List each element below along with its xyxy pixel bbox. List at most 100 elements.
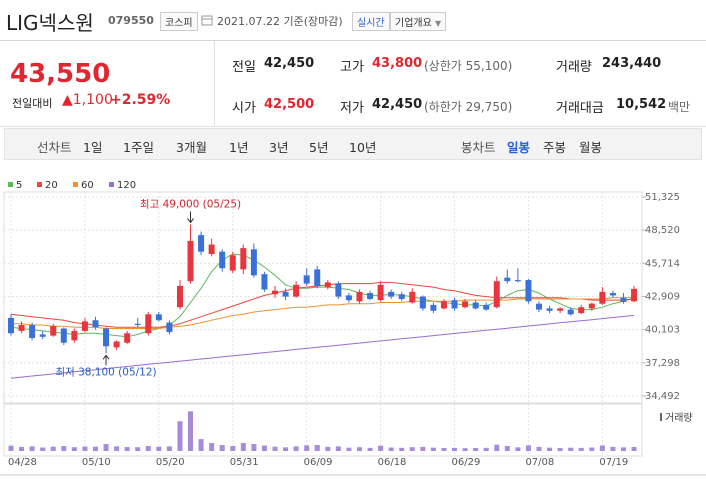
period-tab[interactable]: 10년	[349, 140, 377, 155]
stock-name: LIG넥스원	[6, 11, 94, 35]
field-label: 거래대금	[556, 101, 604, 116]
volume-bar	[92, 446, 98, 451]
volume-bar	[124, 447, 130, 451]
volume-bar	[188, 411, 194, 451]
volume-bar	[135, 447, 141, 451]
field-note: (상한가 55,100)	[424, 59, 513, 73]
field-label: 시가	[232, 101, 256, 116]
period-tab[interactable]: 3개월	[176, 140, 207, 155]
legend-label: 120	[117, 180, 136, 191]
period-tab[interactable]: 1년	[229, 140, 249, 155]
candle-body	[609, 293, 616, 296]
volume-bar	[578, 447, 584, 451]
volume-bar	[462, 448, 468, 451]
candle-body	[39, 334, 46, 337]
candle-body	[282, 291, 289, 297]
period-tab[interactable]: 5년	[309, 140, 329, 155]
period-tab[interactable]: 1일	[83, 140, 103, 155]
period-tab[interactable]: 3년	[269, 140, 289, 155]
candle-body	[103, 328, 110, 347]
volume-bar	[29, 446, 35, 451]
change-amount: ▲1,100	[62, 92, 113, 108]
volume-bar	[536, 446, 542, 451]
volume-frame	[3, 403, 643, 457]
y-tick-label: 42,909	[645, 291, 680, 302]
candle-body	[113, 341, 120, 348]
volume-label: 거래량	[665, 412, 693, 424]
legend-label: 20	[45, 180, 58, 191]
volume-bar	[610, 446, 616, 451]
legend-label: 60	[81, 180, 94, 191]
change-percent: +2.59%	[110, 92, 171, 108]
candle-tab[interactable]: 월봉	[579, 140, 603, 155]
field-value: 43,800	[372, 56, 423, 71]
candle-body	[314, 269, 321, 286]
volume-bar	[114, 446, 120, 451]
legend-label: 5	[16, 180, 22, 191]
candle-body	[208, 244, 215, 255]
candle-body	[187, 241, 194, 282]
x-tick-label: 05/20	[156, 457, 185, 468]
volume-bar	[314, 445, 320, 451]
candle-body	[229, 255, 236, 271]
legend-swatch	[73, 182, 78, 187]
volume-bar	[209, 443, 215, 451]
company-dropdown[interactable]: 기업개요 ▼	[390, 12, 447, 31]
volume-bar	[166, 446, 172, 451]
volume-bar	[82, 446, 88, 451]
candle-body	[578, 307, 585, 314]
x-tick-label: 07/08	[525, 457, 554, 468]
candle-body	[303, 275, 310, 284]
y-tick-label: 34,492	[645, 391, 680, 402]
top-bar: LIG넥스원 079550 코스피 2021.07.22 기준(장마감) 실시간…	[0, 0, 706, 41]
volume-bar	[293, 446, 299, 451]
volume-bar	[251, 444, 257, 451]
volume-bar	[304, 445, 310, 451]
field-value: 10,542	[616, 97, 667, 112]
volume-bar	[599, 445, 605, 451]
y-tick-label: 48,520	[645, 225, 680, 236]
volume-bar	[19, 446, 25, 451]
candle-body	[631, 288, 638, 302]
candle-body	[198, 235, 205, 252]
candle-body	[145, 314, 152, 334]
field-value: 42,450	[264, 56, 315, 71]
volume-bar	[483, 447, 489, 451]
candle-body	[620, 297, 627, 302]
period-tab[interactable]: 1주일	[123, 140, 154, 155]
volume-bar	[547, 447, 553, 451]
candle-body	[462, 301, 469, 308]
volume-bar	[557, 448, 563, 451]
volume-bar	[631, 446, 637, 451]
volume-bar	[156, 446, 162, 451]
candle-body	[293, 284, 300, 297]
annotation-arrowhead	[187, 218, 194, 224]
candle-tab[interactable]: 일봉	[507, 140, 531, 155]
candle-body	[377, 284, 384, 301]
candle-body	[261, 274, 268, 290]
candle-body	[388, 291, 395, 297]
company-label: 기업개요	[395, 18, 432, 29]
realtime-button[interactable]: 실시간	[352, 12, 390, 31]
candle-body	[514, 280, 521, 282]
volume-bar	[219, 445, 225, 451]
volume-bar	[261, 445, 267, 451]
volume-bar	[430, 447, 436, 451]
volume-bar	[8, 445, 14, 451]
candle-body	[409, 291, 416, 303]
volume-bar	[230, 446, 236, 451]
volume-bar	[61, 446, 67, 451]
candle-body	[134, 323, 141, 325]
candle-body	[81, 321, 88, 331]
candle-body	[272, 290, 278, 295]
volume-bar	[504, 446, 510, 451]
volume-bar	[71, 447, 77, 451]
x-tick-label: 06/29	[452, 457, 481, 468]
candle-tab[interactable]: 주봉	[543, 140, 567, 155]
change-label: 전일대비	[12, 97, 53, 110]
candle-body	[324, 282, 331, 288]
x-tick-label: 06/09	[304, 457, 333, 468]
calendar-icon	[201, 15, 213, 26]
volume-bar	[272, 446, 278, 451]
ma-line	[10, 314, 635, 379]
